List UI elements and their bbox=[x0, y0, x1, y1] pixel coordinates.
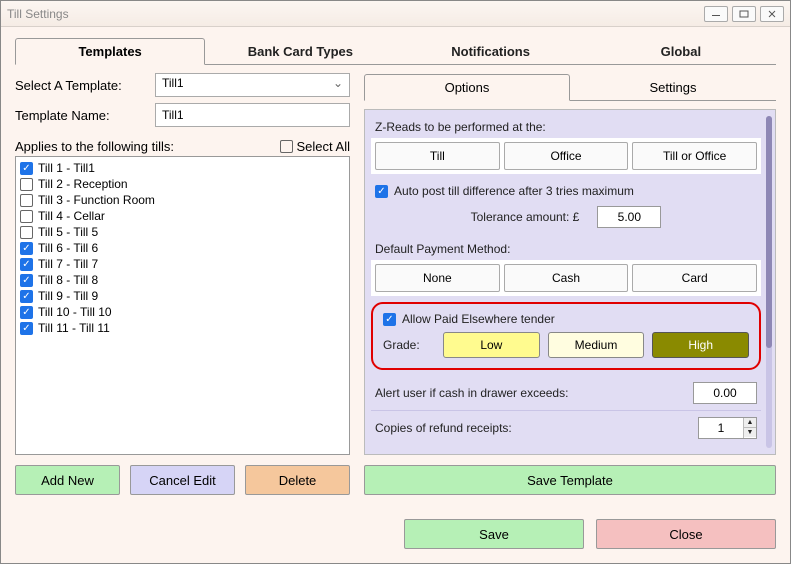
tills-list[interactable]: Till 1 - Till1 Till 2 - Reception Till 3 -… bbox=[15, 156, 350, 455]
templates-pane: Select A Template: Till1 Template Name: … bbox=[15, 65, 776, 495]
tab-templates[interactable]: Templates bbox=[15, 38, 205, 65]
payment-cash-button[interactable]: Cash bbox=[504, 264, 629, 292]
receipts-input[interactable] bbox=[699, 418, 743, 438]
footer: Save Close bbox=[1, 509, 790, 563]
tab-notifications[interactable]: Notifications bbox=[396, 38, 586, 65]
maximize-button[interactable] bbox=[732, 6, 756, 22]
till-item[interactable]: Till 10 - Till 10 bbox=[20, 304, 345, 320]
sub-tabs: Options Settings bbox=[364, 73, 776, 101]
options-panel: Z-Reads to be performed at the: Till Off… bbox=[364, 109, 776, 455]
till-label: Till 7 - Till 7 bbox=[38, 257, 98, 271]
till-item[interactable]: Till 11 - Till 11 bbox=[20, 320, 345, 336]
till-item[interactable]: Till 8 - Till 8 bbox=[20, 272, 345, 288]
zreads-till-or-office-button[interactable]: Till or Office bbox=[632, 142, 757, 170]
zreads-label: Z-Reads to be performed at the: bbox=[371, 116, 761, 138]
delete-button[interactable]: Delete bbox=[245, 465, 350, 495]
default-payment-label: Default Payment Method: bbox=[371, 238, 761, 260]
close-button[interactable] bbox=[760, 6, 784, 22]
cancel-edit-button[interactable]: Cancel Edit bbox=[130, 465, 235, 495]
till-settings-window: Till Settings Templates Bank Card Types … bbox=[0, 0, 791, 564]
till-label: Till 8 - Till 8 bbox=[38, 273, 98, 287]
save-template-button[interactable]: Save Template bbox=[364, 465, 776, 495]
grade-label: Grade: bbox=[383, 338, 435, 352]
select-template-label: Select A Template: bbox=[15, 78, 145, 93]
grade-high-button[interactable]: High bbox=[652, 332, 749, 358]
till-item[interactable]: Till 4 - Cellar bbox=[20, 208, 345, 224]
template-name-input[interactable] bbox=[155, 103, 350, 127]
applies-label: Applies to the following tills: bbox=[15, 139, 174, 154]
till-checkbox[interactable] bbox=[20, 242, 33, 255]
till-item[interactable]: Till 3 - Function Room bbox=[20, 192, 345, 208]
till-label: Till 4 - Cellar bbox=[38, 209, 105, 223]
template-name-label: Template Name: bbox=[15, 108, 145, 123]
main-tabs: Templates Bank Card Types Notifications … bbox=[15, 37, 776, 65]
titlebar: Till Settings bbox=[1, 1, 790, 27]
till-item[interactable]: Till 1 - Till1 bbox=[20, 160, 345, 176]
till-label: Till 2 - Reception bbox=[38, 177, 128, 191]
till-checkbox[interactable] bbox=[20, 178, 33, 191]
scroll-thumb[interactable] bbox=[766, 116, 772, 348]
auto-post-checkbox[interactable] bbox=[375, 185, 388, 198]
select-all-checkbox[interactable] bbox=[280, 140, 293, 153]
allow-paid-elsewhere-checkbox[interactable] bbox=[383, 313, 396, 326]
tab-settings[interactable]: Settings bbox=[570, 74, 776, 101]
left-column: Select A Template: Till1 Template Name: … bbox=[15, 73, 350, 495]
scrollbar[interactable] bbox=[766, 116, 772, 448]
select-all-label: Select All bbox=[297, 139, 350, 154]
till-item[interactable]: Till 6 - Till 6 bbox=[20, 240, 345, 256]
alert-input[interactable] bbox=[693, 382, 757, 404]
till-checkbox[interactable] bbox=[20, 274, 33, 287]
zreads-buttons: Till Office Till or Office bbox=[371, 138, 761, 174]
tab-global[interactable]: Global bbox=[586, 38, 776, 65]
till-label: Till 6 - Till 6 bbox=[38, 241, 98, 255]
grade-medium-button[interactable]: Medium bbox=[548, 332, 645, 358]
tolerance-input[interactable] bbox=[597, 206, 661, 228]
till-label: Till 3 - Function Room bbox=[38, 193, 155, 207]
close-window-button[interactable]: Close bbox=[596, 519, 776, 549]
receipts-down-button[interactable]: ▼ bbox=[744, 428, 756, 437]
allow-paid-elsewhere-label: Allow Paid Elsewhere tender bbox=[402, 312, 555, 326]
payment-buttons: None Cash Card bbox=[371, 260, 761, 296]
payment-none-button[interactable]: None bbox=[375, 264, 500, 292]
till-label: Till 10 - Till 10 bbox=[38, 305, 112, 319]
tolerance-label: Tolerance amount: £ bbox=[471, 210, 580, 224]
till-item[interactable]: Till 7 - Till 7 bbox=[20, 256, 345, 272]
zreads-till-button[interactable]: Till bbox=[375, 142, 500, 170]
window-title: Till Settings bbox=[7, 7, 69, 21]
till-checkbox[interactable] bbox=[20, 194, 33, 207]
add-new-button[interactable]: Add New bbox=[15, 465, 120, 495]
minimize-button[interactable] bbox=[704, 6, 728, 22]
receipts-label: Copies of refund receipts: bbox=[375, 421, 512, 435]
window-controls bbox=[704, 6, 784, 22]
content: Templates Bank Card Types Notifications … bbox=[1, 27, 790, 509]
till-item[interactable]: Till 5 - Till 5 bbox=[20, 224, 345, 240]
zreads-office-button[interactable]: Office bbox=[504, 142, 629, 170]
till-checkbox[interactable] bbox=[20, 226, 33, 239]
select-template-dropdown[interactable]: Till1 bbox=[155, 73, 350, 97]
tab-options[interactable]: Options bbox=[364, 74, 570, 101]
till-checkbox[interactable] bbox=[20, 210, 33, 223]
alert-label: Alert user if cash in drawer exceeds: bbox=[375, 386, 568, 400]
till-checkbox[interactable] bbox=[20, 162, 33, 175]
till-label: Till 1 - Till1 bbox=[38, 161, 95, 175]
grade-low-button[interactable]: Low bbox=[443, 332, 540, 358]
till-label: Till 11 - Till 11 bbox=[38, 321, 110, 335]
till-item[interactable]: Till 2 - Reception bbox=[20, 176, 345, 192]
till-item[interactable]: Till 9 - Till 9 bbox=[20, 288, 345, 304]
payment-card-button[interactable]: Card bbox=[632, 264, 757, 292]
right-column: Options Settings Z-Reads to be performed… bbox=[364, 73, 776, 495]
till-checkbox[interactable] bbox=[20, 306, 33, 319]
save-button[interactable]: Save bbox=[404, 519, 584, 549]
receipts-spinner[interactable]: ▲ ▼ bbox=[698, 417, 757, 439]
receipts-up-button[interactable]: ▲ bbox=[744, 418, 756, 428]
till-label: Till 5 - Till 5 bbox=[38, 225, 98, 239]
till-checkbox[interactable] bbox=[20, 290, 33, 303]
till-checkbox[interactable] bbox=[20, 322, 33, 335]
select-template-value: Till1 bbox=[162, 76, 184, 90]
till-checkbox[interactable] bbox=[20, 258, 33, 271]
auto-post-label: Auto post till difference after 3 tries … bbox=[394, 184, 634, 198]
paid-elsewhere-highlight: Allow Paid Elsewhere tender Grade: Low M… bbox=[371, 302, 761, 370]
tab-bank-card-types[interactable]: Bank Card Types bbox=[205, 38, 395, 65]
till-label: Till 9 - Till 9 bbox=[38, 289, 98, 303]
